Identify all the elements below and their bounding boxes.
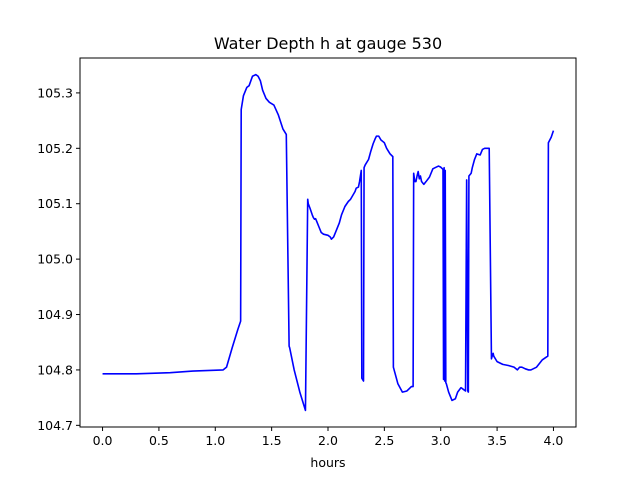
x-tick-label: 1.5 bbox=[262, 433, 282, 448]
x-tick-label: 1.0 bbox=[205, 433, 225, 448]
x-tick-label: 3.5 bbox=[487, 433, 507, 448]
series-line-0 bbox=[102, 73, 555, 412]
y-tick-label: 104.7 bbox=[37, 418, 73, 433]
x-tick-label: 2.0 bbox=[318, 433, 338, 448]
y-tick-label: 104.8 bbox=[37, 362, 73, 377]
x-tick-label: 0.5 bbox=[149, 433, 169, 448]
x-tick-label: 4.0 bbox=[544, 433, 564, 448]
y-tick-label: 104.9 bbox=[37, 307, 73, 322]
x-axis: 0.0 0.5 1.0 1.5 2.0 2.5 3.0 3.5 4.0 bbox=[93, 427, 564, 448]
x-tick-label: 2.5 bbox=[374, 433, 394, 448]
y-tick-label: 105.0 bbox=[37, 252, 73, 267]
y-axis: 104.7 104.8 104.9 105.0 105.1 105.2 105.3 bbox=[37, 85, 80, 433]
y-tick-label: 105.1 bbox=[37, 196, 73, 211]
y-tick-label: 105.2 bbox=[37, 141, 73, 156]
x-tick-label: 0.0 bbox=[93, 433, 113, 448]
y-tick-label: 105.3 bbox=[37, 85, 73, 100]
chart-title: Water Depth h at gauge 530 bbox=[214, 34, 442, 53]
x-tick-label: 3.0 bbox=[431, 433, 451, 448]
x-axis-label: hours bbox=[310, 455, 345, 470]
